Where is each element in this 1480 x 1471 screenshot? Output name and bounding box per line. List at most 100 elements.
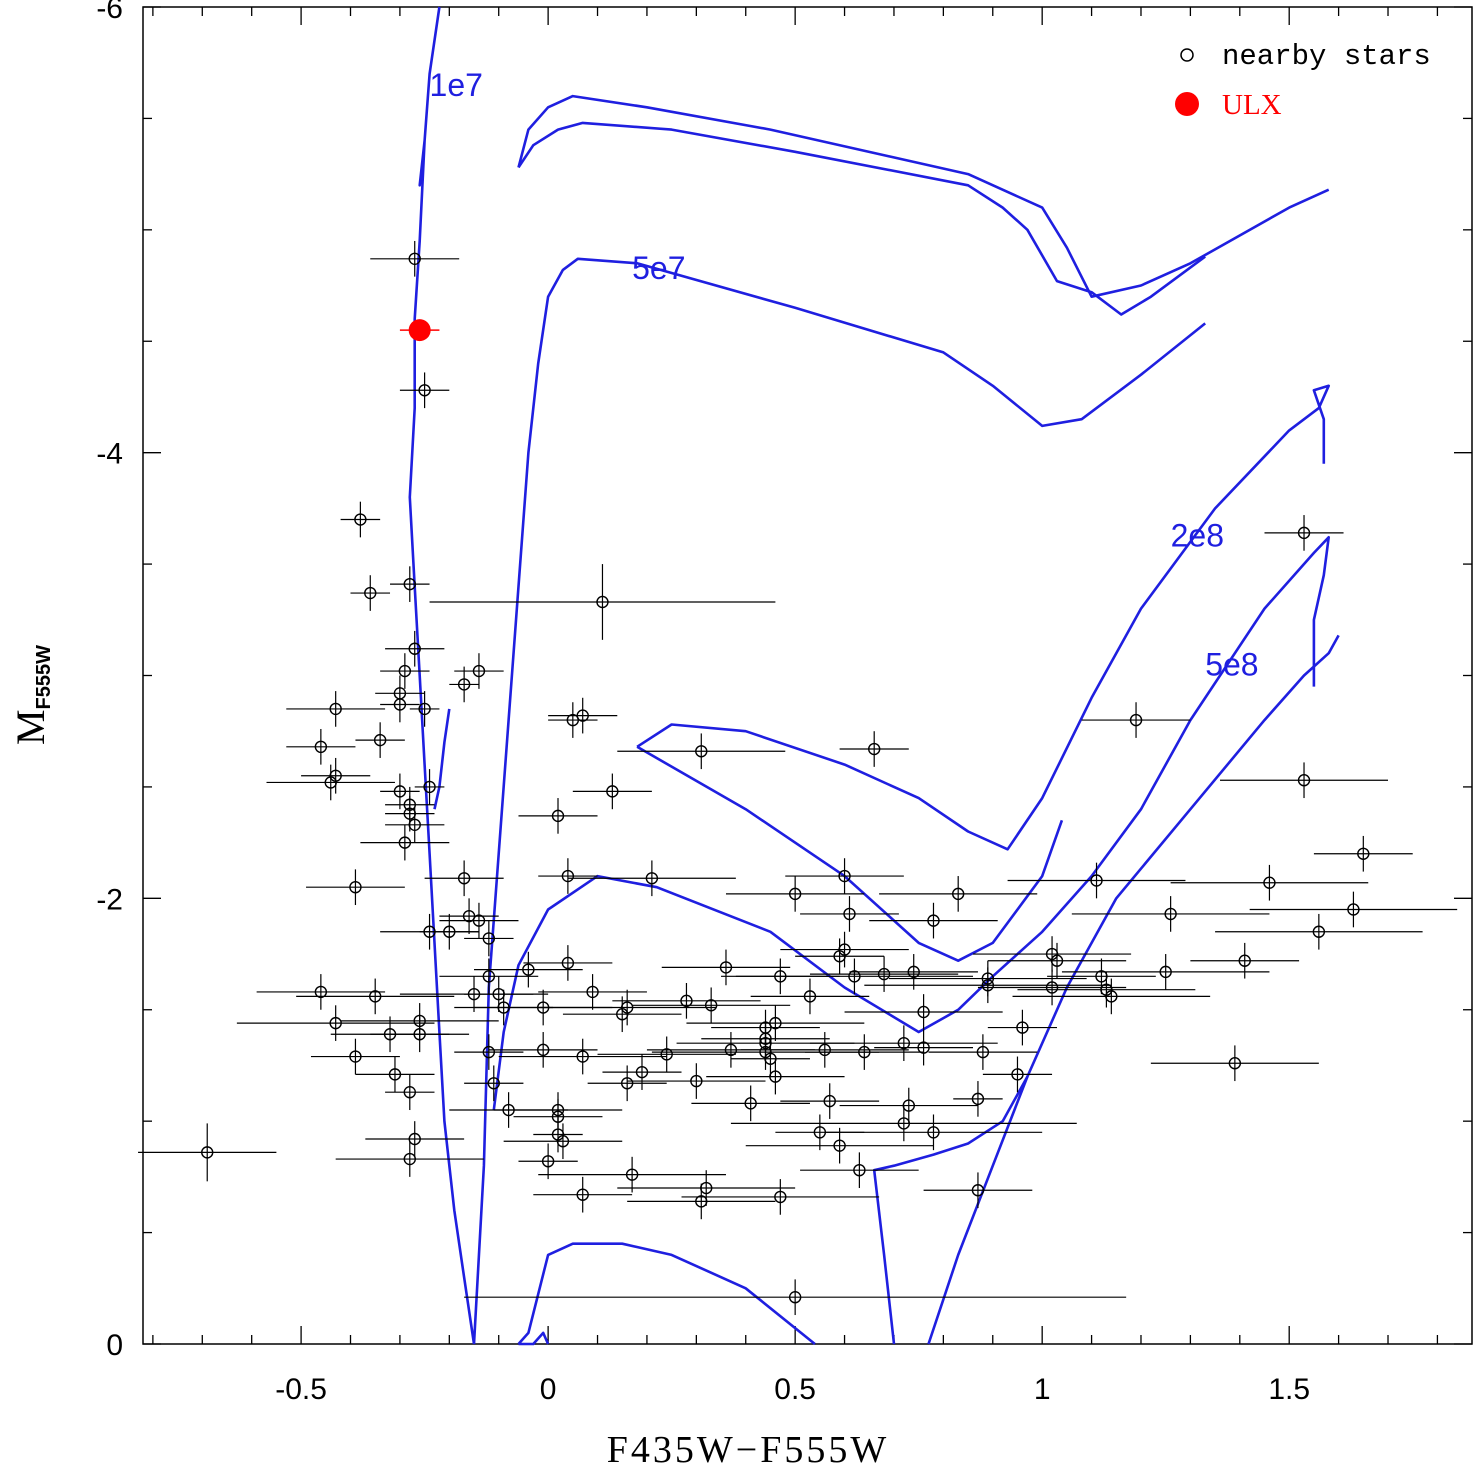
star-point xyxy=(296,978,455,1015)
star-marker xyxy=(704,999,718,1012)
star-marker xyxy=(1045,981,1059,994)
isochrone-curve-7 xyxy=(636,745,1064,962)
star-point xyxy=(390,566,430,602)
ulx-layer xyxy=(399,319,440,342)
star-point xyxy=(923,1172,1033,1209)
star-point xyxy=(824,1114,1043,1151)
star-marker xyxy=(838,869,851,883)
star-point xyxy=(587,1065,667,1102)
star-marker xyxy=(482,932,496,945)
star-marker xyxy=(354,513,367,526)
star-marker xyxy=(769,1070,782,1083)
star-marker xyxy=(690,1074,703,1088)
star-point xyxy=(627,1063,766,1099)
star-marker xyxy=(823,1094,836,1108)
star-point xyxy=(1012,978,1211,1015)
star-point xyxy=(735,958,974,995)
star-point xyxy=(538,989,717,1026)
star-marker xyxy=(1297,774,1311,787)
x-tick-label: 1 xyxy=(1034,1373,1051,1406)
star-marker xyxy=(482,1045,496,1059)
star-point xyxy=(572,773,652,810)
star-marker xyxy=(971,1184,985,1197)
star-point xyxy=(602,1054,682,1090)
star-marker xyxy=(398,664,412,678)
star-point xyxy=(730,1105,1077,1142)
star-marker xyxy=(897,1036,911,1050)
star-marker xyxy=(566,713,580,727)
star-marker xyxy=(917,1041,930,1054)
star-marker xyxy=(472,914,486,927)
star-marker xyxy=(314,985,328,999)
isochrone-curve-6 xyxy=(636,384,1330,851)
star-point xyxy=(360,824,450,861)
star-marker xyxy=(398,836,412,849)
star-point xyxy=(780,931,909,968)
star-point xyxy=(301,757,371,794)
y-axis-title: MF555W xyxy=(8,645,55,745)
star-marker xyxy=(616,1008,629,1021)
star-point xyxy=(691,1085,810,1122)
star-point xyxy=(1170,864,1369,901)
star-marker xyxy=(645,872,659,885)
star-marker xyxy=(680,994,693,1008)
star-point xyxy=(380,653,430,689)
isochrone-labels: 1e7 5e7 2e8 5e8 xyxy=(430,67,1259,682)
star-point xyxy=(809,1025,998,1062)
star-point xyxy=(869,902,998,939)
star-point xyxy=(973,936,1132,972)
star-point xyxy=(800,1152,919,1189)
star-marker xyxy=(1312,925,1326,938)
star-marker xyxy=(724,1043,738,1057)
star-point xyxy=(454,653,504,689)
star-marker xyxy=(462,909,476,923)
star-marker xyxy=(695,1195,708,1208)
star-point xyxy=(1220,762,1389,799)
isochrone-label-1e7: 1e7 xyxy=(430,67,483,103)
star-point xyxy=(661,949,791,986)
star-point xyxy=(627,1183,776,1220)
star-marker xyxy=(472,664,486,678)
star-marker xyxy=(877,967,891,981)
star-point xyxy=(785,858,904,894)
star-marker xyxy=(201,1146,214,1159)
star-marker xyxy=(1129,713,1143,727)
star-marker xyxy=(620,1077,634,1090)
x-tick-label: 0.5 xyxy=(774,1373,816,1406)
star-point xyxy=(538,858,598,894)
star-marker xyxy=(403,1085,416,1099)
star-point xyxy=(1249,891,1458,928)
star-marker xyxy=(1159,965,1172,979)
star-point xyxy=(439,958,539,995)
star-marker xyxy=(1164,907,1177,921)
star-marker xyxy=(576,709,589,722)
star-point xyxy=(1190,942,1300,979)
star-marker xyxy=(551,1128,565,1141)
star-point xyxy=(686,1005,865,1041)
star-point xyxy=(1071,896,1270,932)
star-marker xyxy=(848,970,861,983)
star-point xyxy=(464,1065,524,1102)
star-point xyxy=(518,1143,578,1180)
star-marker xyxy=(1050,954,1064,967)
star-point xyxy=(399,372,450,409)
star-marker xyxy=(606,785,619,798)
star-point xyxy=(380,773,420,810)
star-marker xyxy=(897,1117,911,1130)
isochrone-curve-3 xyxy=(472,257,1207,1345)
star-marker xyxy=(1011,1068,1024,1081)
star-point xyxy=(928,1034,1038,1070)
star-point xyxy=(310,1038,400,1075)
star-point xyxy=(474,951,583,988)
star-marker xyxy=(403,1152,416,1166)
star-marker xyxy=(719,961,733,974)
star-point xyxy=(1061,954,1270,990)
star-marker xyxy=(418,384,431,397)
star-marker xyxy=(927,1126,940,1139)
star-marker xyxy=(393,698,407,711)
star-marker xyxy=(576,1050,589,1063)
star-marker xyxy=(660,1048,673,1061)
star-point xyxy=(409,691,440,727)
star-marker xyxy=(364,586,377,600)
star-marker xyxy=(457,872,471,885)
